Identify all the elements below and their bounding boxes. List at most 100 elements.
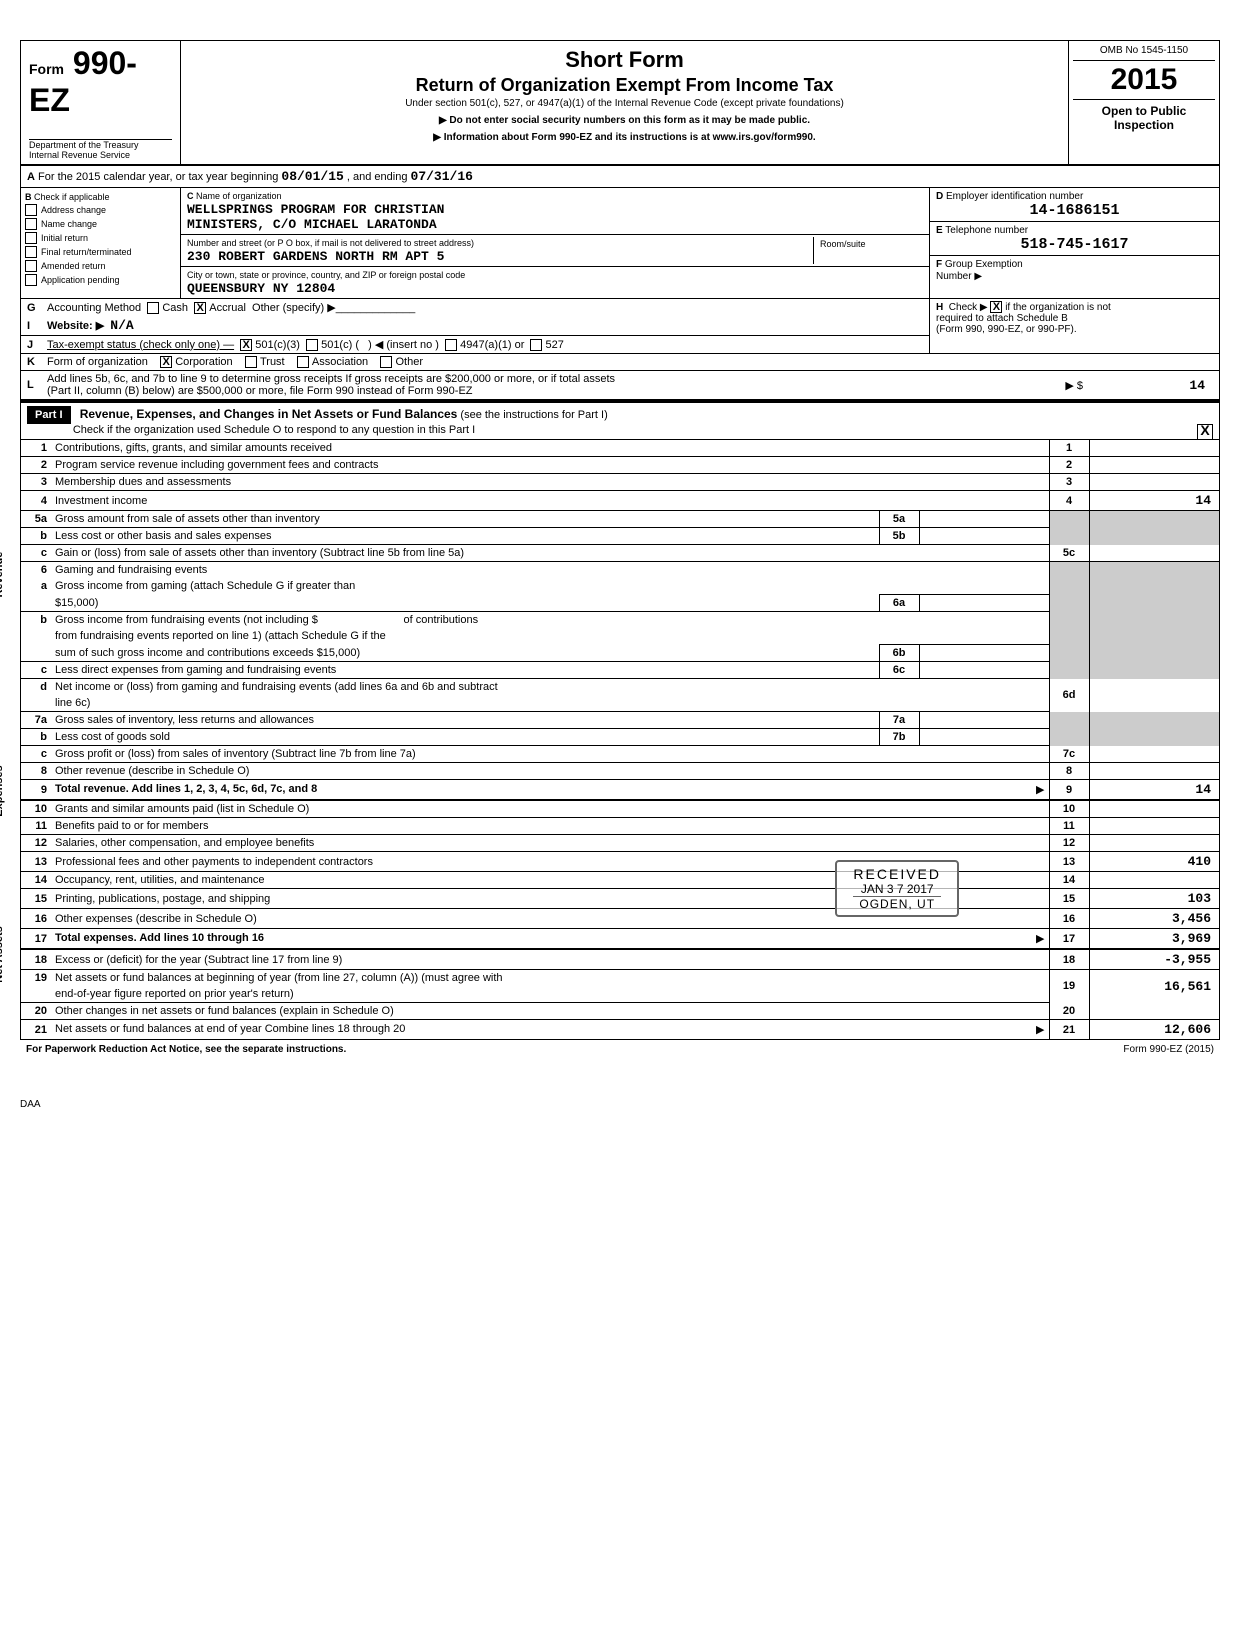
checkbox-name-change[interactable] [25, 218, 37, 230]
form-number: Form 990-EZ [29, 45, 172, 119]
form-number-text: 990-EZ [29, 45, 137, 118]
line-5b-num: b [21, 528, 51, 545]
l-letter: L [27, 379, 47, 391]
line-19-box: 19 [1049, 970, 1089, 1003]
line-6c-desc: Less direct expenses from gaming and fun… [51, 662, 879, 679]
line-6b-desc1b: of contributions [403, 614, 478, 626]
line-3: 3Membership dues and assessments3 [21, 474, 1219, 491]
city-row: City or town, state or province, country… [181, 267, 929, 298]
line-7c-val [1089, 746, 1219, 763]
line-6c-ibox: 6c [879, 662, 919, 679]
checkbox-527[interactable] [530, 339, 542, 351]
i-letter: I [27, 320, 47, 332]
street-value: 230 ROBERT GARDENS NORTH RM APT 5 [187, 249, 444, 264]
h-text2: if the organization is not [1005, 302, 1111, 313]
checkbox-final-return[interactable] [25, 246, 37, 258]
line-6b-3: sum of such gross income and contributio… [21, 645, 1219, 662]
line-13-box: 13 [1049, 852, 1089, 872]
line-1-val [1089, 440, 1219, 457]
city-value: QUEENSBURY NY 12804 [187, 281, 335, 296]
line-5a-num: 5a [21, 511, 51, 528]
footer-left: For Paperwork Reduction Act Notice, see … [26, 1044, 346, 1055]
part-1-label: Part I [27, 406, 71, 424]
checkbox-initial-return[interactable] [25, 232, 37, 244]
c-letter: C [187, 191, 194, 201]
side-label-strip: Revenue Expenses Net Assets [0, 440, 19, 1039]
checkbox-cash[interactable] [147, 302, 159, 314]
row-i: I Website: ▶ N/A [21, 316, 929, 335]
line-7a-ival [919, 712, 1049, 729]
checkbox-association[interactable] [297, 356, 309, 368]
checkbox-app-pending[interactable] [25, 274, 37, 286]
line-12-val [1089, 835, 1219, 852]
line-6b-2: from fundraising events reported on line… [21, 628, 1219, 645]
org-name-1: WELLSPRINGS PROGRAM FOR CHRISTIAN [187, 202, 444, 217]
checkbox-other-org[interactable] [380, 356, 392, 368]
line-6-shaded-val [1089, 562, 1219, 679]
checkbox-4947[interactable] [445, 339, 457, 351]
dept-treasury: Department of the Treasury [29, 140, 172, 150]
line-21-arrow: ▶ [1036, 1023, 1044, 1036]
line-6d-num: d [21, 679, 51, 696]
label-501c3: 501(c)(3) [255, 339, 300, 351]
line-19-desc2: end-of-year figure reported on prior yea… [51, 986, 1049, 1003]
line-6d-box: 6d [1049, 679, 1089, 712]
org-info-col: C Name of organization WELLSPRINGS PROGR… [181, 188, 929, 298]
year-cell: OMB No 1545-1150 2015 Open to Public Ins… [1069, 41, 1219, 164]
line-6a-ival [919, 595, 1049, 612]
line-3-box: 3 [1049, 474, 1089, 491]
label-address-change: Address change [41, 205, 106, 215]
line-6b-desc3: sum of such gross income and contributio… [51, 645, 879, 662]
line-8-desc: Other revenue (describe in Schedule O) [51, 763, 1049, 780]
tax-year: 2015 [1073, 61, 1215, 100]
line-7c: cGross profit or (loss) from sales of in… [21, 746, 1219, 763]
line-17-box: 17 [1049, 929, 1089, 950]
info-url: ▶ Information about Form 990-EZ and its … [187, 132, 1062, 143]
street-label: Number and street (or P O box, if mail i… [187, 238, 474, 248]
line-7b-desc: Less cost of goods sold [51, 729, 879, 746]
line-6b-num: b [21, 612, 51, 629]
begin-date: 08/01/15 [281, 169, 343, 184]
line-13-num: 13 [21, 852, 51, 872]
checkbox-corporation[interactable]: X [160, 356, 172, 368]
line-7a: 7aGross sales of inventory, less returns… [21, 712, 1219, 729]
line-15-num: 15 [21, 889, 51, 909]
checkbox-schedule-b[interactable]: X [990, 301, 1002, 313]
line-14-val [1089, 872, 1219, 889]
line-7a-ibox: 7a [879, 712, 919, 729]
line-12-box: 12 [1049, 835, 1089, 852]
checkbox-schedule-o[interactable]: X [1197, 424, 1213, 440]
line-9-num: 9 [21, 780, 51, 801]
line-7c-box: 7c [1049, 746, 1089, 763]
line-9-val: 14 [1089, 780, 1219, 801]
checkbox-accrual[interactable]: X [194, 302, 206, 314]
dept-irs: Internal Revenue Service [29, 150, 172, 160]
d-label: Employer identification number [946, 191, 1083, 202]
h-text1: Check ▶ [949, 302, 988, 313]
g-label: Accounting Method [47, 302, 141, 314]
org-name-row: C Name of organization WELLSPRINGS PROGR… [181, 188, 929, 235]
form-prefix: Form [29, 61, 64, 77]
checkbox-501c3[interactable]: X [240, 339, 252, 351]
line-6d-desc1: Net income or (loss) from gaming and fun… [51, 679, 1049, 696]
label-other-org: Other [395, 356, 423, 368]
line-18: 18Excess or (deficit) for the year (Subt… [21, 949, 1219, 970]
checkbox-amended-return[interactable] [25, 260, 37, 272]
line-6b-1: bGross income from fundraising events (n… [21, 612, 1219, 629]
part-1-title: Revenue, Expenses, and Changes in Net As… [80, 407, 458, 421]
line-9: 9Total revenue. Add lines 1, 2, 3, 4, 5c… [21, 780, 1219, 801]
line-7b-num: b [21, 729, 51, 746]
line-6a-1: aGross income from gaming (attach Schedu… [21, 578, 1219, 595]
checkbox-501c[interactable] [306, 339, 318, 351]
line-7b: bLess cost of goods sold7b [21, 729, 1219, 746]
line-12: 12Salaries, other compensation, and empl… [21, 835, 1219, 852]
footer-right: Form 990-EZ (2015) [1123, 1044, 1214, 1055]
checkbox-address-change[interactable] [25, 204, 37, 216]
label-501c: 501(c) ( [321, 339, 359, 351]
line-17-arrow: ▶ [1036, 932, 1044, 945]
row-h: H Check ▶ X if the organization is not r… [929, 299, 1219, 353]
line-21-desc: Net assets or fund balances at end of ye… [55, 1023, 405, 1035]
line-19-num: 19 [21, 970, 51, 987]
checkbox-trust[interactable] [245, 356, 257, 368]
line-5b: bLess cost or other basis and sales expe… [21, 528, 1219, 545]
